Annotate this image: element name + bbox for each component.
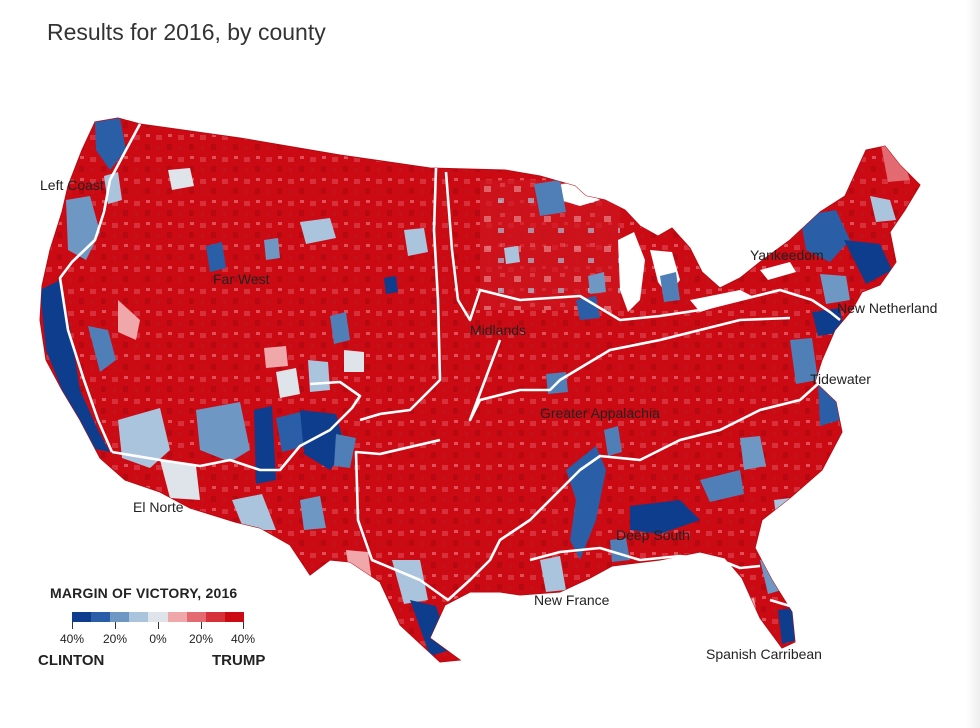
region-label-greater-appalachia: Greater Appalachia (540, 405, 660, 421)
region-labels: Left Coast Far West Midlands Yankeedom N… (40, 177, 937, 662)
legend-ticks (72, 622, 244, 629)
legend-trump-label: TRUMP (212, 652, 266, 669)
legend-tick (115, 622, 116, 629)
legend-tick (72, 622, 73, 629)
legend-color-bar (72, 612, 244, 622)
region-label-el-norte: El Norte (133, 499, 184, 515)
region-label-deep-south: Deep South (616, 527, 690, 543)
legend-tick-label: 20% (188, 632, 214, 646)
legend-swatch (129, 612, 149, 622)
legend-swatch (186, 612, 206, 622)
legend-swatch (91, 612, 111, 622)
region-label-yankeedom: Yankeedom (750, 247, 824, 263)
region-boundaries (58, 123, 841, 614)
legend-swatch (72, 612, 92, 622)
page-edge-shadow (966, 0, 980, 728)
legend-tick (243, 622, 244, 629)
legend-tick-label: 40% (230, 632, 256, 646)
region-label-spanish-carribean: Spanish Carribean (706, 646, 822, 662)
legend-tick-labels: 40% 20% 0% 20% 40% (50, 632, 270, 648)
legend-swatch (167, 612, 187, 622)
legend-swatch (224, 612, 244, 622)
legend-swatch (110, 612, 130, 622)
region-label-midlands: Midlands (470, 322, 526, 338)
legend-clinton-label: CLINTON (38, 652, 105, 669)
legend-title: MARGIN OF VICTORY, 2016 (50, 585, 238, 601)
legend-tick-label: 0% (149, 632, 167, 646)
region-label-left-coast: Left Coast (40, 177, 104, 193)
legend-tick-label: 40% (59, 632, 85, 646)
county-patches (40, 118, 910, 656)
region-label-new-france: New France (534, 592, 610, 608)
legend-tick (158, 622, 159, 629)
page-title: Results for 2016, by county (47, 19, 326, 45)
legend-swatch (148, 612, 168, 622)
region-label-tidewater: Tidewater (810, 371, 871, 387)
region-label-new-netherland: New Netherland (837, 300, 937, 316)
legend-tick (201, 622, 202, 629)
legend-swatch (205, 612, 225, 622)
legend-tick-label: 20% (102, 632, 128, 646)
region-label-far-west: Far West (213, 271, 270, 287)
